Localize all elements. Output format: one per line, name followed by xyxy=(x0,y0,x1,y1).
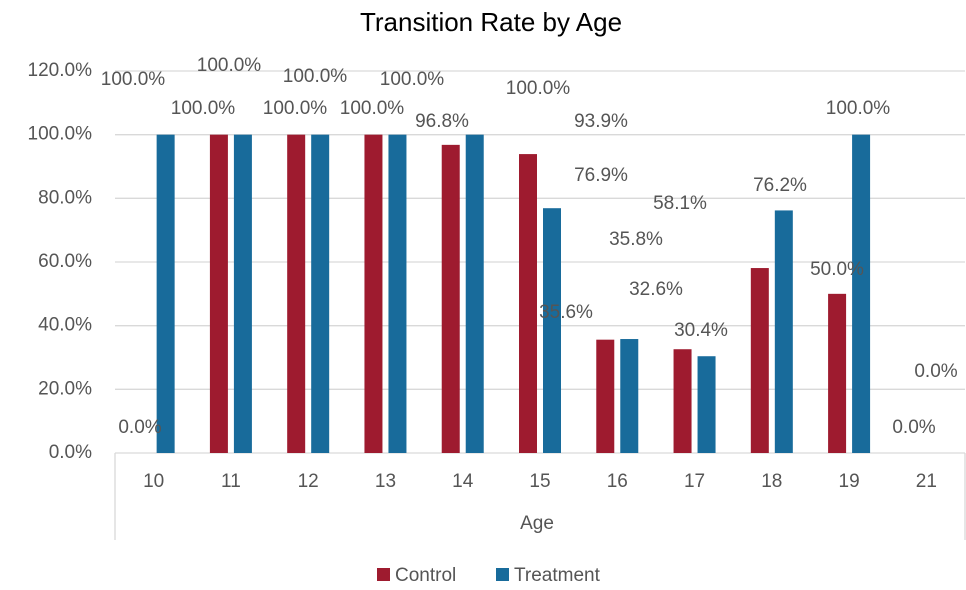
x-tick-label: 12 xyxy=(298,471,319,492)
data-label: 100.0% xyxy=(263,98,328,119)
data-label: 0.0% xyxy=(914,361,957,382)
bar xyxy=(209,134,228,453)
data-label: 100.0% xyxy=(380,69,445,90)
y-tick-label: 0.0% xyxy=(49,442,92,463)
x-tick-label: 21 xyxy=(916,471,937,492)
data-label: 100.0% xyxy=(826,98,891,119)
bar xyxy=(750,268,769,453)
data-label: 100.0% xyxy=(283,66,348,87)
y-tick-label: 40.0% xyxy=(38,315,92,336)
data-label: 0.0% xyxy=(892,417,935,438)
data-label: 76.9% xyxy=(574,165,628,186)
bar xyxy=(620,339,639,453)
legend-swatch xyxy=(496,568,509,581)
bar xyxy=(543,208,561,453)
data-label: 96.8% xyxy=(415,111,469,132)
legend-swatch xyxy=(377,568,390,581)
bar xyxy=(388,134,407,453)
x-tick-label: 19 xyxy=(839,471,860,492)
bar xyxy=(287,134,306,453)
data-label: 100.0% xyxy=(340,98,405,119)
x-tick-label: 18 xyxy=(761,471,782,492)
bar xyxy=(519,154,537,453)
bar xyxy=(364,134,383,453)
data-label: 100.0% xyxy=(197,55,262,76)
bar xyxy=(233,134,252,453)
bar xyxy=(465,134,484,453)
data-label: 58.1% xyxy=(653,193,707,214)
data-label: 0.0% xyxy=(118,417,161,438)
legend-label: Treatment xyxy=(514,565,601,586)
y-tick-label: 100.0% xyxy=(28,124,93,145)
x-tick-label: 15 xyxy=(529,471,550,492)
x-axis-label: Age xyxy=(520,513,554,534)
x-tick-label: 14 xyxy=(452,471,474,492)
data-label: 30.4% xyxy=(674,320,728,341)
x-tick-label: 10 xyxy=(143,471,164,492)
bar xyxy=(441,144,460,453)
bar xyxy=(596,339,615,453)
chart-title: Transition Rate by Age xyxy=(360,7,622,37)
data-label: 32.6% xyxy=(629,279,683,300)
data-label: 100.0% xyxy=(101,69,166,90)
bar xyxy=(774,210,793,453)
data-label: 100.0% xyxy=(171,98,236,119)
x-tick-label: 13 xyxy=(375,471,396,492)
y-tick-label: 20.0% xyxy=(38,378,92,399)
y-tick-label: 120.0% xyxy=(28,60,93,81)
data-label: 35.8% xyxy=(609,229,663,250)
bar xyxy=(673,349,692,453)
data-label: 93.9% xyxy=(574,111,628,132)
bar xyxy=(852,134,871,453)
legend-label: Control xyxy=(395,565,456,586)
bar xyxy=(156,134,175,453)
x-tick-label: 11 xyxy=(221,471,241,492)
y-tick-label: 80.0% xyxy=(38,187,92,208)
data-label: 76.2% xyxy=(753,175,807,196)
data-label: 100.0% xyxy=(506,78,571,99)
y-tick-label: 60.0% xyxy=(38,251,92,272)
x-tick-label: 16 xyxy=(607,471,628,492)
bar xyxy=(311,134,330,453)
bar xyxy=(697,356,716,453)
bar xyxy=(828,293,847,453)
x-tick-label: 17 xyxy=(684,471,705,492)
data-label: 50.0% xyxy=(810,259,864,280)
data-label: 35.6% xyxy=(539,302,593,323)
